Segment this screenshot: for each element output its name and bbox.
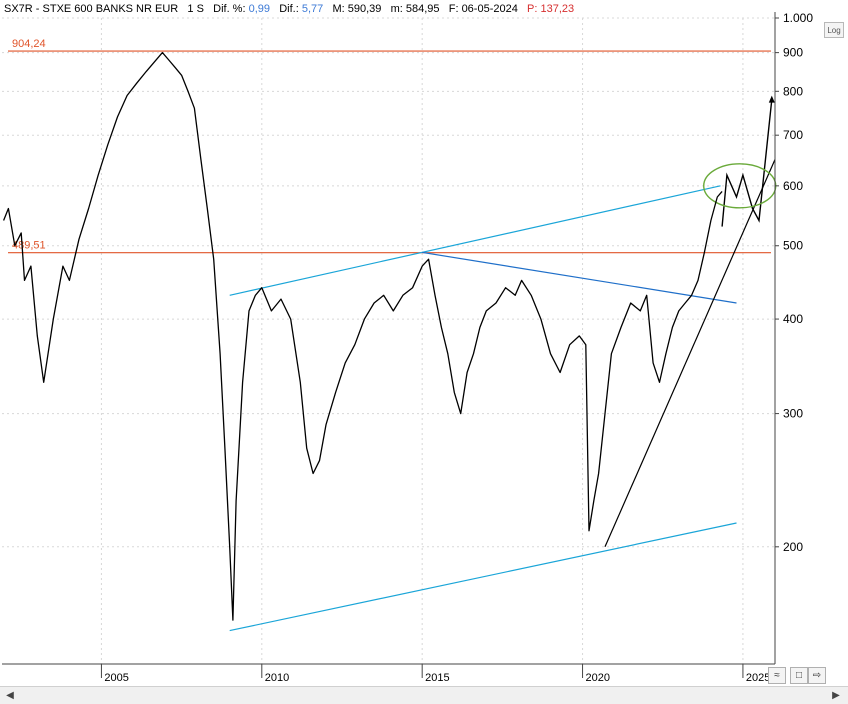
- pin-icon[interactable]: ⇨: [808, 667, 826, 684]
- min-label: m:: [390, 3, 403, 15]
- x-tick-label: 2010: [265, 672, 289, 684]
- symbol-label: SX7R - STXE 600 BANKS NR EUR: [4, 3, 179, 15]
- dif-pct-value: 0,99: [248, 3, 271, 15]
- y-tick-label: 400: [783, 312, 803, 326]
- y-tick-label: 900: [783, 46, 803, 60]
- x-axis: 2005 2010 2015 2020 2025: [2, 663, 775, 684]
- date-label: F:: [448, 3, 459, 15]
- horizontal-scrollbar[interactable]: ◀ ▶: [0, 686, 848, 704]
- price-line: [2, 51, 723, 621]
- y-tick-label: 200: [783, 540, 803, 554]
- scroll-left-icon[interactable]: ◀: [6, 690, 14, 701]
- x-tick-label: 2015: [425, 672, 449, 684]
- y-tick-label: 500: [783, 239, 803, 253]
- chart-toggle-icon[interactable]: ≈: [768, 667, 786, 684]
- date-value: 06-05-2024: [461, 3, 518, 15]
- projection-path: [721, 99, 773, 227]
- dif-value: 5,77: [301, 3, 324, 15]
- y-tick-label: 800: [783, 84, 803, 98]
- timeframe-label: 1 S: [187, 3, 204, 15]
- level-label: 904,24: [12, 38, 46, 50]
- y-axis: 1.000 900 800 700 600 500 400 300 200: [774, 11, 813, 664]
- chart-header: SX7R - STXE 600 BANKS NR EUR 1 S Dif. %:…: [4, 3, 574, 19]
- horizontal-levels: 904,24 489,51: [8, 38, 771, 254]
- y-tick-label: 300: [783, 407, 803, 421]
- descending-line: [422, 251, 737, 304]
- p-label: P:: [527, 3, 538, 15]
- max-value: 590,39: [347, 3, 382, 15]
- x-tick-label: 2005: [104, 672, 128, 684]
- dif-label: Dif.:: [279, 3, 299, 15]
- y-tick-label: 1.000: [783, 11, 813, 25]
- p-value: 137,23: [540, 3, 575, 15]
- rising-trend-line: [604, 159, 776, 548]
- log-scale-button[interactable]: Log: [824, 22, 844, 38]
- grid: [2, 17, 775, 664]
- max-label: M:: [332, 3, 345, 15]
- channel-lower-line: [229, 522, 737, 632]
- dif-pct-label: Dif. %:: [213, 3, 246, 15]
- min-value: 584,95: [405, 3, 440, 15]
- save-icon[interactable]: □: [790, 667, 808, 684]
- projection-arrowhead: [768, 95, 775, 103]
- y-tick-label: 600: [783, 179, 803, 193]
- y-tick-label: 700: [783, 128, 803, 142]
- scroll-right-icon[interactable]: ▶: [832, 690, 840, 701]
- x-tick-label: 2020: [586, 672, 610, 684]
- trend-lines: [229, 95, 777, 632]
- price-series: [2, 51, 723, 621]
- x-tick-label: 2025: [746, 672, 770, 684]
- channel-upper-line: [229, 185, 721, 296]
- level-label: 489,51: [12, 240, 46, 252]
